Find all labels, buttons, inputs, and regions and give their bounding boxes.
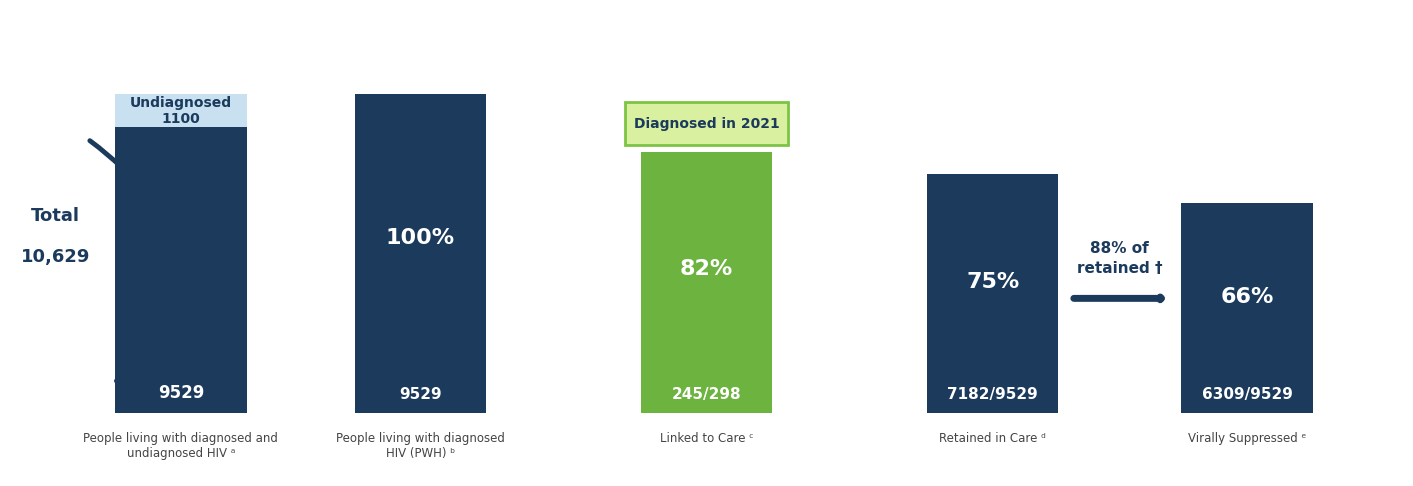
Text: Total: Total [31, 207, 81, 225]
Text: 10,629: 10,629 [21, 248, 90, 266]
Text: 66%: 66% [1221, 287, 1273, 308]
Text: Undiagnosed
1100: Undiagnosed 1100 [130, 96, 232, 126]
Text: 9529: 9529 [158, 384, 203, 402]
Bar [116, 127, 246, 413]
Text: People living with diagnosed and
undiagnosed HIV ᵃ: People living with diagnosed and undiagn… [83, 432, 278, 460]
Text: Retained in Care ᵈ: Retained in Care ᵈ [940, 432, 1046, 445]
FancyBboxPatch shape [625, 103, 788, 145]
Bar [927, 174, 1058, 413]
Text: Diagnosed in 2021: Diagnosed in 2021 [633, 117, 780, 131]
Text: 100%: 100% [386, 228, 455, 248]
Text: Virally Suppressed ᵉ: Virally Suppressed ᵉ [1188, 432, 1306, 445]
Bar [1181, 203, 1313, 413]
Text: 9529: 9529 [398, 387, 442, 402]
Text: 88% of
retained †: 88% of retained † [1077, 241, 1163, 276]
Text: 75%: 75% [966, 272, 1019, 292]
Bar [642, 152, 773, 413]
Text: People living with diagnosed
HIV (PWH) ᵇ: People living with diagnosed HIV (PWH) ᵇ [336, 432, 504, 460]
Bar [355, 94, 486, 413]
Bar [116, 94, 246, 127]
Text: 245/298: 245/298 [671, 387, 742, 402]
Text: 6309/9529: 6309/9529 [1201, 387, 1293, 402]
Text: 82%: 82% [680, 260, 733, 279]
Text: Linked to Care ᶜ: Linked to Care ᶜ [660, 432, 753, 445]
Text: 7182/9529: 7182/9529 [947, 387, 1039, 402]
